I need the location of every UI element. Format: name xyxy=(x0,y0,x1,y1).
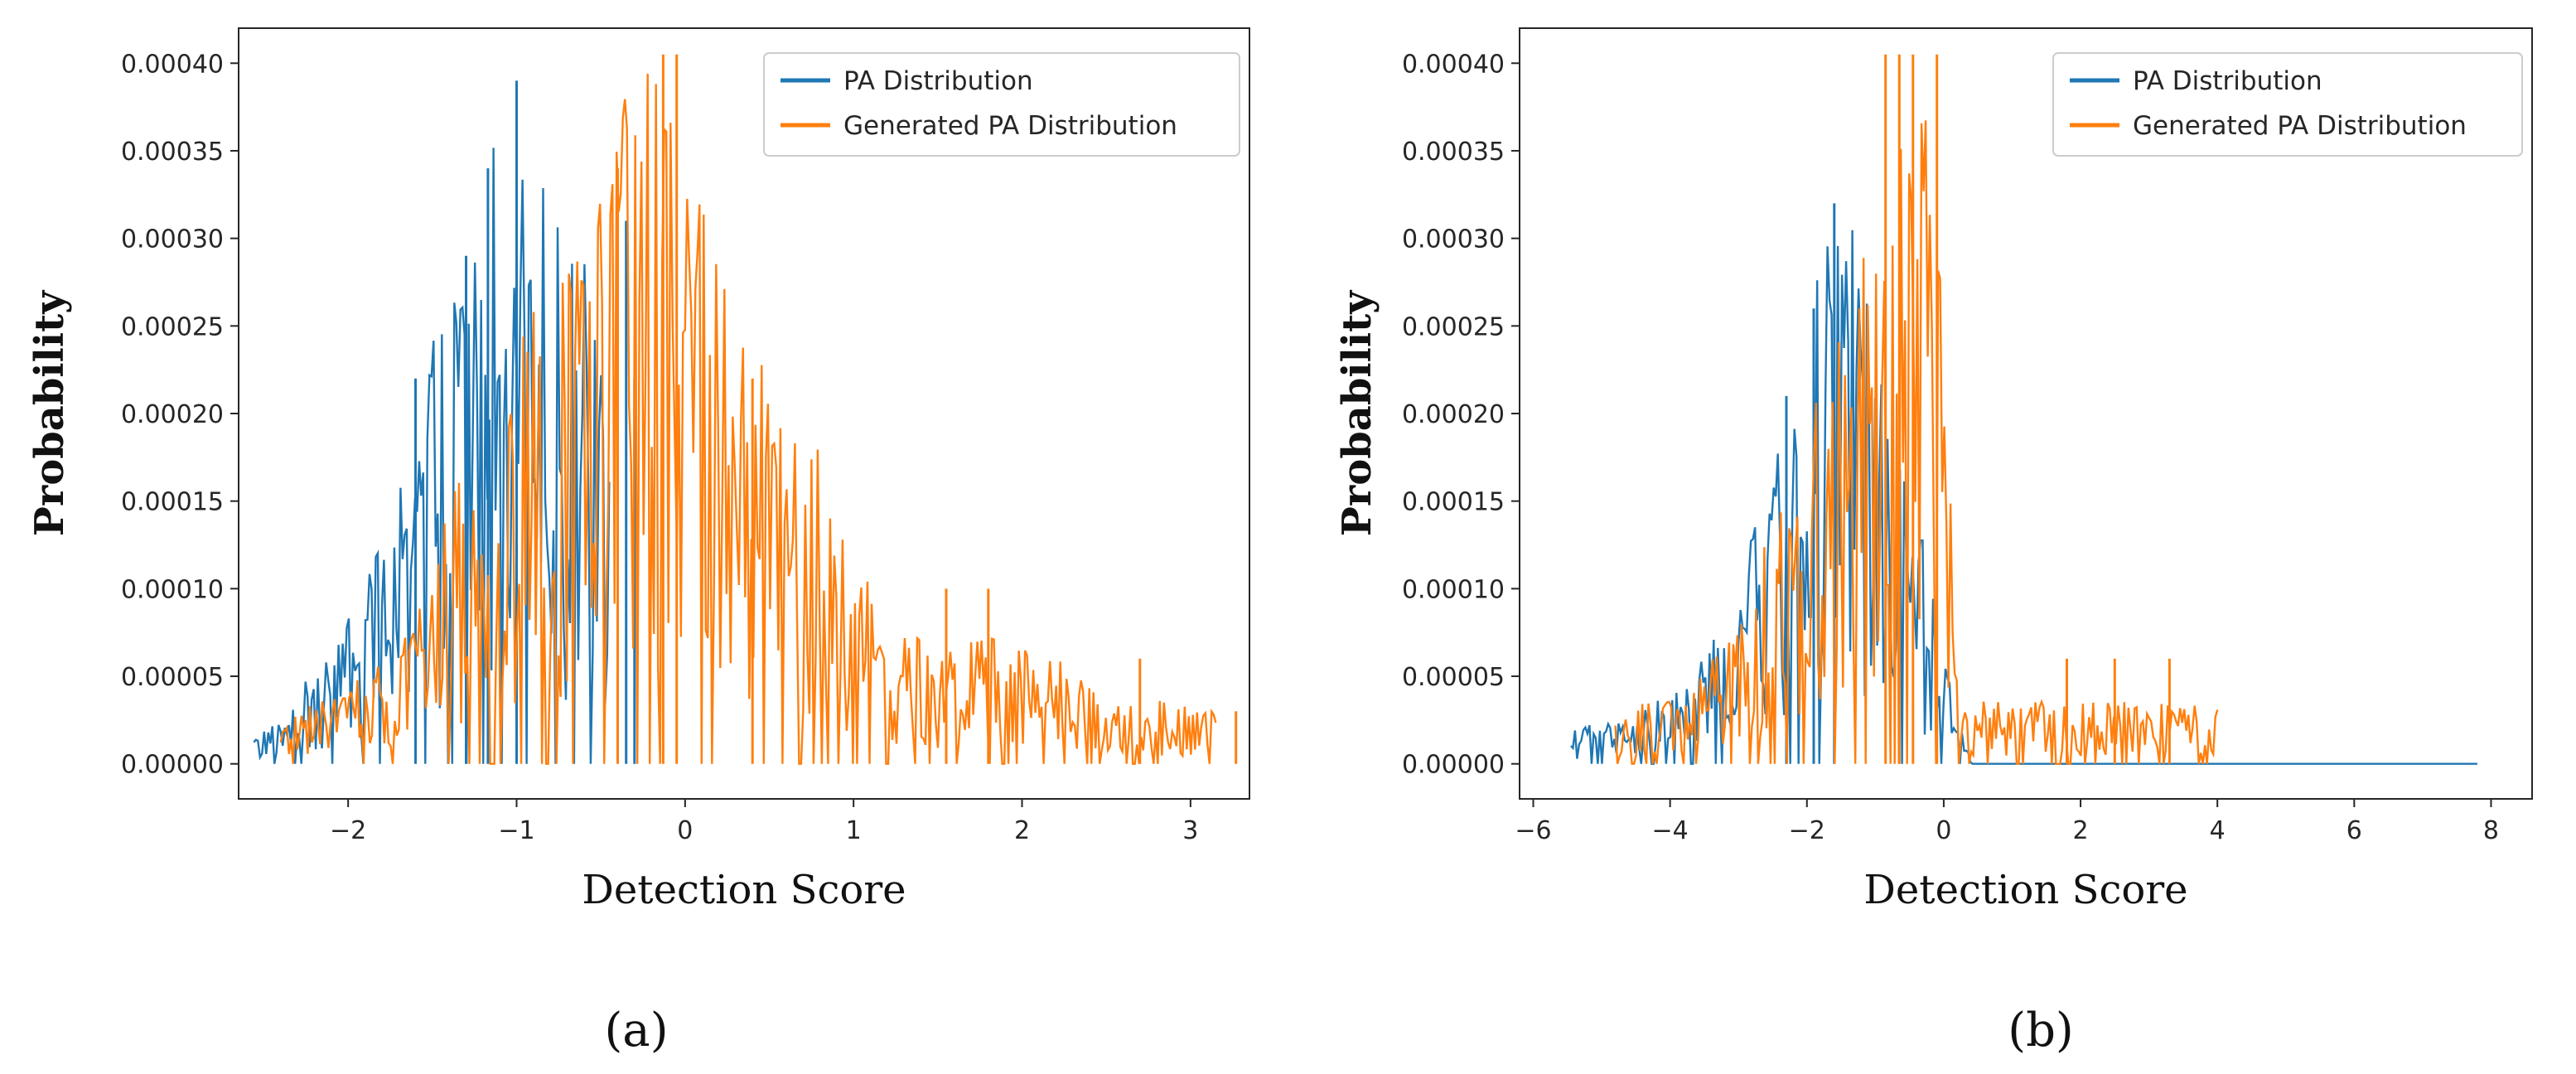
x-axis-ticks: −6 −4 −2 0 2 4 6 8 xyxy=(1515,799,2499,845)
series-line-generated xyxy=(1614,120,2219,765)
x-axis-ticks: −2 −1 0 1 2 3 xyxy=(330,799,1198,845)
x-tick-label: 4 xyxy=(2210,816,2226,845)
x-axis-label: Detection Score xyxy=(582,867,906,913)
y-tick-label: 0.00010 xyxy=(1402,575,1505,604)
legend-label-pa: PA Distribution xyxy=(843,66,1033,96)
x-tick-label: −4 xyxy=(1652,816,1689,845)
y-axis-label: Probability xyxy=(27,289,73,537)
y-tick-label: 0.00000 xyxy=(121,751,224,780)
legend-label-generated: Generated PA Distribution xyxy=(843,111,1177,141)
y-axis-ticks: 0.00000 0.00005 0.00010 0.00015 0.00020 0.000… xyxy=(121,50,239,780)
y-axis-label: Probability xyxy=(1334,289,1380,537)
y-axis-ticks: 0.00000 0.00005 0.00010 0.00015 0.00020 0.000… xyxy=(1402,50,1520,780)
series-line-pa xyxy=(253,148,611,764)
x-tick-label: −2 xyxy=(330,816,366,845)
y-tick-label: 0.00015 xyxy=(121,488,224,517)
y-tick-label: 0.00025 xyxy=(121,312,224,341)
x-tick-label: 2 xyxy=(1014,816,1030,845)
legend-label-pa: PA Distribution xyxy=(2133,66,2322,96)
legend-label-generated: Generated PA Distribution xyxy=(2133,111,2467,141)
y-tick-label: 0.00015 xyxy=(1402,488,1505,517)
y-tick-label: 0.00010 xyxy=(121,575,224,604)
x-tick-label: 8 xyxy=(2483,816,2499,845)
series-layer xyxy=(253,54,1238,765)
x-tick-label: 2 xyxy=(2073,816,2089,845)
caption-b: (b) xyxy=(2008,1004,2074,1057)
y-tick-label: 0.00000 xyxy=(1402,751,1505,780)
caption-a: (a) xyxy=(604,1004,668,1057)
chart-panel-a: −2 −1 0 1 2 3 0.000000.000050.000100.000150.0… xyxy=(27,27,1250,1057)
x-axis-label: Detection Score xyxy=(1863,867,2187,913)
y-tick-label: 0.00040 xyxy=(121,50,224,79)
series-line-generated xyxy=(279,73,1217,765)
series-line-pa xyxy=(1570,230,2477,765)
y-tick-label: 0.00025 xyxy=(1402,312,1505,341)
y-tick-label: 0.00005 xyxy=(1402,663,1505,692)
y-tick-label: 0.00005 xyxy=(121,663,224,692)
x-tick-label: 1 xyxy=(846,816,862,845)
x-tick-label: −1 xyxy=(498,816,534,845)
y-tick-label: 0.00035 xyxy=(1402,138,1505,167)
x-tick-label: −2 xyxy=(1789,816,1825,845)
y-tick-label: 0.00020 xyxy=(121,400,224,429)
legend-box xyxy=(763,52,1240,157)
x-tick-label: 3 xyxy=(1182,816,1198,845)
chart-panel-b: −6 −4 −2 0 2 4 6 8 0.00000 0.00005 0.00010 0.00015… xyxy=(1334,27,2533,1057)
y-tick-label: 0.00030 xyxy=(1402,225,1505,254)
series-layer xyxy=(1570,54,2477,765)
legend: PA Distribution Generated PA Distributio… xyxy=(763,52,1240,157)
y-tick-label: 0.00040 xyxy=(1402,50,1505,79)
x-tick-label: −6 xyxy=(1515,816,1551,845)
y-tick-label: 0.00030 xyxy=(121,225,224,254)
x-tick-label: 0 xyxy=(1936,816,1951,845)
legend: PA Distribution Generated PA Distributio… xyxy=(2052,52,2523,157)
y-tick-label: 0.00020 xyxy=(1402,400,1505,429)
legend-box xyxy=(2052,52,2523,157)
x-tick-label: 6 xyxy=(2346,816,2362,845)
y-tick-label: 0.00035 xyxy=(121,138,224,167)
x-tick-label: 0 xyxy=(677,816,693,845)
